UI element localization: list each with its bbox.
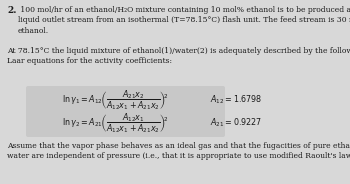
Text: $A_{21} = 0.9227$: $A_{21} = 0.9227$ <box>210 117 262 129</box>
Text: 100 mol/hr of an ethanol/H₂O mixture containing 10 mol% ethanol is to be produce: 100 mol/hr of an ethanol/H₂O mixture con… <box>18 6 350 35</box>
Text: $A_{12} = 1.6798$: $A_{12} = 1.6798$ <box>210 94 262 106</box>
Text: $\ln\gamma_2 = A_{21}\!\left(\dfrac{A_{12}x_1}{A_{12}x_1+A_{21}x_2}\right)^{\!\!: $\ln\gamma_2 = A_{21}\!\left(\dfrac{A_{1… <box>62 111 168 135</box>
Text: At 78.15°C the liquid mixture of ethanol(1)/water(2) is adequately described by : At 78.15°C the liquid mixture of ethanol… <box>7 47 350 65</box>
Text: 2.: 2. <box>7 6 16 15</box>
FancyBboxPatch shape <box>26 86 225 137</box>
Text: Assume that the vapor phase behaves as an ideal gas and that the fugacities of p: Assume that the vapor phase behaves as a… <box>7 142 350 160</box>
Text: $\ln\gamma_1 = A_{12}\!\left(\dfrac{A_{21}x_2}{A_{12}x_1+A_{21}x_2}\right)^{\!\!: $\ln\gamma_1 = A_{12}\!\left(\dfrac{A_{2… <box>62 88 168 112</box>
